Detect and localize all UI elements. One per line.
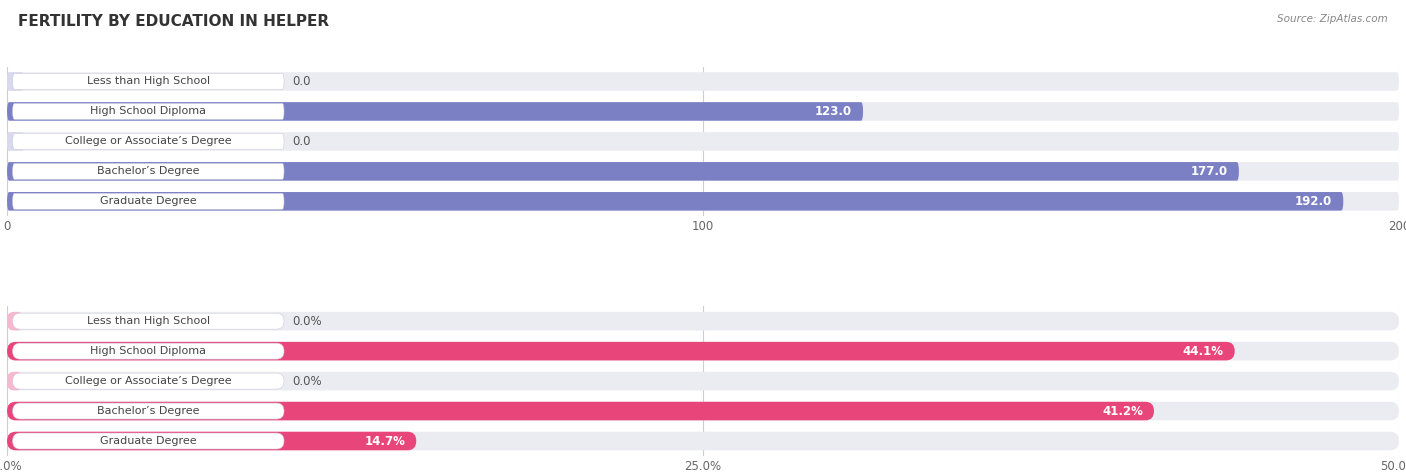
Text: College or Associate’s Degree: College or Associate’s Degree <box>65 376 232 386</box>
Text: 0.0: 0.0 <box>292 75 311 88</box>
Text: 192.0: 192.0 <box>1295 195 1331 208</box>
FancyBboxPatch shape <box>13 104 284 119</box>
Text: College or Associate’s Degree: College or Associate’s Degree <box>65 136 232 146</box>
Text: 41.2%: 41.2% <box>1102 405 1143 418</box>
Text: Bachelor’s Degree: Bachelor’s Degree <box>97 406 200 416</box>
FancyBboxPatch shape <box>13 133 284 150</box>
FancyBboxPatch shape <box>7 132 24 151</box>
FancyBboxPatch shape <box>13 163 284 180</box>
FancyBboxPatch shape <box>7 342 1234 361</box>
FancyBboxPatch shape <box>7 192 1399 210</box>
FancyBboxPatch shape <box>7 402 1154 420</box>
FancyBboxPatch shape <box>7 312 1399 331</box>
FancyBboxPatch shape <box>7 102 1399 121</box>
FancyBboxPatch shape <box>7 402 1399 420</box>
Text: 14.7%: 14.7% <box>364 435 405 447</box>
FancyBboxPatch shape <box>7 312 24 331</box>
FancyBboxPatch shape <box>7 72 1399 91</box>
Text: Bachelor’s Degree: Bachelor’s Degree <box>97 166 200 176</box>
FancyBboxPatch shape <box>13 343 284 359</box>
FancyBboxPatch shape <box>7 162 1399 180</box>
Text: High School Diploma: High School Diploma <box>90 346 207 356</box>
Text: 44.1%: 44.1% <box>1182 345 1223 358</box>
Text: Less than High School: Less than High School <box>87 316 209 326</box>
FancyBboxPatch shape <box>13 193 284 209</box>
Text: 177.0: 177.0 <box>1191 165 1227 178</box>
Text: High School Diploma: High School Diploma <box>90 106 207 116</box>
Text: Graduate Degree: Graduate Degree <box>100 196 197 206</box>
Text: 0.0%: 0.0% <box>292 314 322 328</box>
FancyBboxPatch shape <box>13 373 284 389</box>
Text: Graduate Degree: Graduate Degree <box>100 436 197 446</box>
Text: Less than High School: Less than High School <box>87 76 209 86</box>
FancyBboxPatch shape <box>7 372 24 390</box>
FancyBboxPatch shape <box>7 432 416 450</box>
Text: 123.0: 123.0 <box>815 105 852 118</box>
FancyBboxPatch shape <box>13 313 284 329</box>
FancyBboxPatch shape <box>7 192 1343 210</box>
FancyBboxPatch shape <box>7 132 1399 151</box>
Text: 0.0%: 0.0% <box>292 375 322 388</box>
FancyBboxPatch shape <box>7 342 1399 361</box>
FancyBboxPatch shape <box>13 74 284 89</box>
Text: FERTILITY BY EDUCATION IN HELPER: FERTILITY BY EDUCATION IN HELPER <box>18 14 329 29</box>
FancyBboxPatch shape <box>7 102 863 121</box>
FancyBboxPatch shape <box>13 433 284 449</box>
FancyBboxPatch shape <box>7 162 1239 180</box>
Text: 0.0: 0.0 <box>292 135 311 148</box>
FancyBboxPatch shape <box>7 372 1399 390</box>
Text: Source: ZipAtlas.com: Source: ZipAtlas.com <box>1277 14 1388 24</box>
FancyBboxPatch shape <box>7 72 24 91</box>
FancyBboxPatch shape <box>13 403 284 419</box>
FancyBboxPatch shape <box>7 432 1399 450</box>
